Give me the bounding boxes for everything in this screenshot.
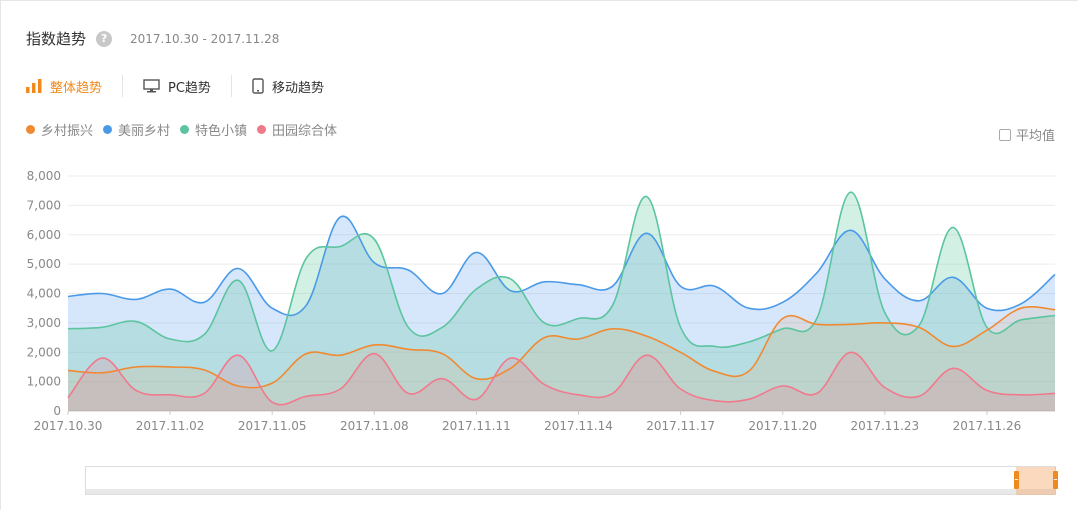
tab-overall[interactable]: 整体趋势	[26, 77, 102, 96]
legend-dot	[103, 125, 113, 134]
legend-label: 美丽乡村	[118, 124, 171, 139]
legend-item-tese[interactable]: 特色小镇	[180, 120, 247, 139]
x-tick-label: 2017.11.17	[646, 419, 715, 433]
x-tick-label: 2017.11.23	[850, 419, 919, 433]
range-slider[interactable]	[85, 466, 1058, 495]
help-icon[interactable]: ?	[96, 30, 113, 47]
legend-item-meili[interactable]: 美丽乡村	[103, 120, 170, 139]
series-area	[68, 352, 1055, 411]
series-area	[68, 306, 1055, 411]
slider-track	[86, 489, 1055, 494]
tab-divider	[230, 75, 232, 97]
series-line	[67, 191, 1056, 352]
tab-label: PC趋势	[168, 80, 211, 96]
legend-item-xiangcun[interactable]: 乡村振兴	[26, 120, 93, 139]
page-title: 指数趋势	[26, 30, 87, 48]
x-tick-label: 2017.11.14	[544, 419, 613, 433]
legend-item-tianyuan[interactable]: 田园综合体	[257, 120, 337, 139]
series-line	[67, 351, 1056, 406]
tab-pc[interactable]: PC趋势	[143, 77, 211, 96]
legend-label: 田园综合体	[272, 124, 338, 139]
y-tick-label: 0	[53, 404, 61, 418]
slider-window[interactable]	[1014, 467, 1058, 495]
series-area	[68, 192, 1055, 411]
y-tick-label: 7,000	[27, 198, 61, 212]
legend-label: 乡村振兴	[41, 124, 94, 139]
average-label: 平均值	[1016, 129, 1056, 144]
x-tick-label: 2017.11.26	[953, 419, 1022, 433]
legend-label: 特色小镇	[195, 124, 248, 139]
y-tick-label: 1,000	[27, 375, 61, 389]
x-tick-label: 2017.10.30	[34, 419, 103, 433]
y-tick-label: 8,000	[27, 169, 61, 183]
slider-handle-left[interactable]	[1014, 471, 1019, 489]
header: 指数趋势 ? 2017.10.30 - 2017.11.28	[26, 28, 279, 49]
y-tick-label: 6,000	[27, 228, 61, 242]
date-range: 2017.10.30 - 2017.11.28	[130, 31, 280, 46]
x-tick-label: 2017.11.02	[136, 419, 205, 433]
tab-bar: 整体趋势 PC趋势 移动趋势	[26, 75, 324, 97]
trend-chart: 0 1,000 2,000 3,000 4,000 5,000 6,000 7,000 8,00…	[27, 169, 1056, 433]
series-area	[68, 216, 1055, 411]
y-tick-label: 2,000	[27, 345, 61, 359]
tab-mobile[interactable]: 移动趋势	[252, 77, 324, 96]
y-tick-label: 5,000	[27, 257, 61, 271]
series-line	[67, 306, 1056, 389]
x-tick-label: 2017.11.11	[442, 419, 511, 433]
average-checkbox[interactable]	[999, 128, 1011, 141]
legend-dot	[26, 125, 35, 134]
chart-legend: 乡村振兴 美丽乡村 特色小镇 田园综合体	[26, 120, 347, 139]
monitor-icon	[143, 79, 160, 93]
legend-dot	[257, 125, 267, 134]
x-tick-label: 2017.11.08	[340, 419, 409, 433]
slider-handle-right[interactable]	[1053, 471, 1058, 489]
tab-divider	[122, 75, 124, 97]
x-tick-label: 2017.11.20	[748, 419, 817, 433]
mobile-icon	[252, 78, 264, 94]
x-tick-label: 2017.11.05	[238, 419, 307, 433]
y-tick-label: 3,000	[27, 316, 61, 330]
tab-label: 整体趋势	[50, 80, 103, 96]
y-tick-label: 4,000	[27, 287, 61, 301]
legend-dot	[180, 125, 190, 134]
bar-chart-icon	[26, 79, 42, 93]
average-toggle[interactable]: 平均值	[999, 125, 1055, 144]
tab-label: 移动趋势	[271, 80, 324, 96]
series-line	[67, 215, 1056, 317]
